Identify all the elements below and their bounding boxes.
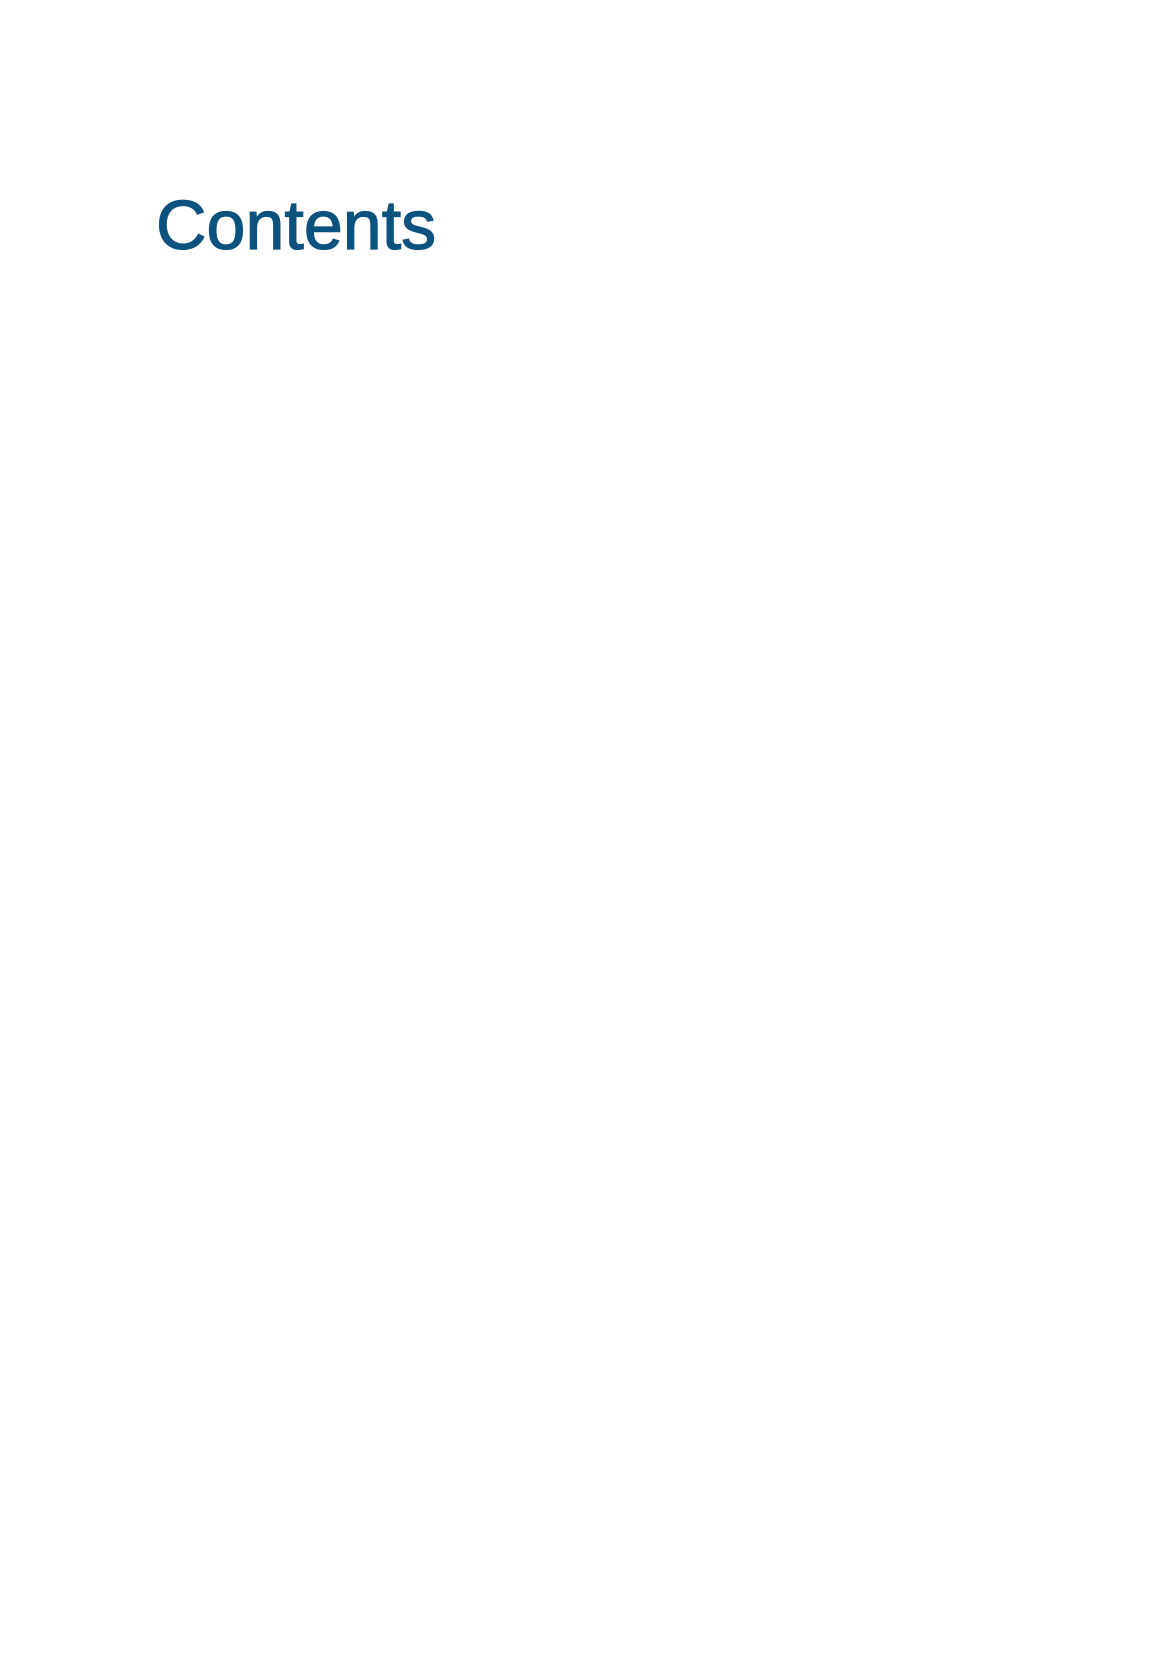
page-title: Contents xyxy=(155,185,437,264)
toc-section-page-number: 7 xyxy=(303,250,1166,1654)
toc-section: Introduction 7 Maritime radio 7 How sear… xyxy=(158,250,1166,1654)
toc-section-heading-row: Introduction 7 xyxy=(158,250,1166,1654)
table-of-contents: Introduction 7 Maritime radio 7 How sear… xyxy=(158,250,1166,1654)
